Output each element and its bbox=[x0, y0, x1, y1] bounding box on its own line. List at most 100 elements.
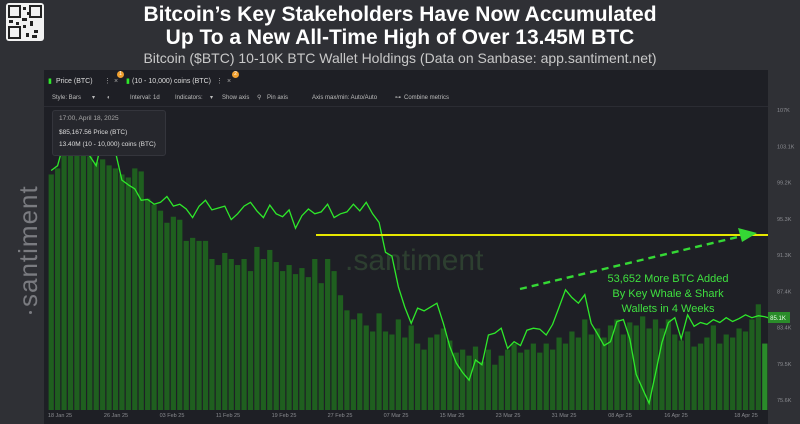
annotation-line-1: 53,652 More BTC Added bbox=[607, 273, 728, 285]
annotation-line-2: By Key Whale & Shark bbox=[612, 288, 724, 300]
holdings-bar bbox=[344, 310, 350, 410]
chart-toolbar: ▮ Price (BTC) 1 ⋮ × ▮ (10 - 10,000) coin… bbox=[44, 70, 768, 107]
x-tick-label: 16 Apr 25 bbox=[664, 413, 688, 419]
x-tick-label: 18 Jan 25 bbox=[48, 413, 72, 419]
holdings-bar bbox=[704, 337, 710, 410]
holdings-bar bbox=[421, 349, 427, 410]
holdings-bar bbox=[575, 337, 581, 410]
holdings-bar bbox=[717, 343, 723, 410]
holdings-bar bbox=[646, 328, 652, 410]
holdings-bar bbox=[614, 319, 620, 410]
holdings-bar bbox=[537, 352, 543, 410]
holdings-bar bbox=[485, 349, 491, 410]
holdings-bar bbox=[337, 295, 344, 410]
metric-color-swatch-1: ▮ bbox=[48, 78, 52, 85]
holdings-bar bbox=[228, 259, 234, 410]
holdings-bar bbox=[460, 349, 466, 410]
holdings-bar bbox=[125, 177, 131, 410]
watermark-text: .santiment bbox=[345, 244, 484, 277]
holdings-bar bbox=[145, 198, 151, 410]
indicators-selector[interactable]: Indicators: bbox=[175, 95, 203, 101]
trend-arrow-line bbox=[519, 234, 743, 291]
header: Bitcoin’s Key Stakeholders Have Now Accu… bbox=[0, 0, 800, 72]
title-line-1: Bitcoin’s Key Stakeholders Have Now Accu… bbox=[143, 3, 657, 26]
holdings-bar bbox=[710, 325, 716, 410]
style-selector[interactable]: Style: Bars bbox=[52, 95, 82, 101]
pin-axis-toggle[interactable]: Pin axis bbox=[267, 95, 289, 101]
color-palette-icon[interactable]: ◐ bbox=[107, 95, 111, 101]
holdings-bar bbox=[530, 343, 536, 410]
holdings-bar bbox=[222, 252, 228, 410]
holdings-bar bbox=[100, 159, 106, 410]
x-tick-label: 23 Mar 25 bbox=[496, 413, 521, 419]
holdings-bar bbox=[331, 271, 337, 410]
holdings-bar bbox=[569, 331, 575, 410]
holdings-bar bbox=[582, 319, 588, 410]
chevron-down-icon: ▾ bbox=[92, 95, 96, 101]
holdings-bar bbox=[61, 153, 67, 411]
holdings-bar bbox=[730, 337, 736, 410]
holdings-bar bbox=[87, 156, 93, 410]
combine-metrics-button[interactable]: Combine metrics bbox=[404, 95, 450, 101]
holdings-bar bbox=[164, 222, 170, 410]
holdings-bar bbox=[132, 168, 138, 410]
holdings-bar bbox=[466, 355, 472, 410]
holdings-bar bbox=[762, 343, 768, 410]
metric-chip-price[interactable]: Price (BTC) bbox=[56, 78, 93, 85]
close-icon-2[interactable]: × bbox=[227, 78, 232, 85]
metric-badge-1: 1 bbox=[117, 71, 124, 78]
holdings-bar bbox=[241, 259, 247, 410]
holdings-bar bbox=[202, 240, 209, 410]
holdings-bar bbox=[697, 343, 704, 410]
holdings-bar bbox=[376, 313, 382, 410]
y-tick-label: 91.3K bbox=[777, 253, 792, 259]
holdings-bar bbox=[48, 174, 54, 410]
holdings-bar bbox=[299, 268, 305, 410]
chevron-down-icon-2: ▾ bbox=[210, 95, 214, 101]
more-options-icon-1[interactable]: ⋮ bbox=[104, 78, 111, 85]
current-price-label: 85.1K bbox=[770, 316, 786, 322]
holdings-bar bbox=[55, 168, 61, 410]
x-tick-label: 31 Mar 25 bbox=[552, 413, 577, 419]
holdings-bar bbox=[138, 171, 144, 410]
holdings-bar bbox=[749, 319, 755, 410]
holdings-bar bbox=[736, 328, 742, 410]
annotation-line-3: Wallets in 4 Weeks bbox=[622, 303, 715, 315]
close-icon-1[interactable]: × bbox=[114, 78, 119, 85]
holdings-bar bbox=[280, 271, 286, 410]
pin-icon: ⚲ bbox=[257, 95, 262, 101]
holdings-bar bbox=[543, 343, 549, 410]
metric-chip-holdings[interactable]: (10 - 10,000) coins (BTC) bbox=[132, 78, 211, 85]
holdings-bar bbox=[472, 346, 479, 410]
show-axis-toggle[interactable]: Show axis bbox=[222, 95, 250, 101]
holdings-bar bbox=[74, 144, 80, 411]
holdings-bar bbox=[517, 352, 524, 410]
more-options-icon-2[interactable]: ⋮ bbox=[216, 78, 223, 85]
holdings-bar bbox=[382, 331, 389, 410]
holdings-bar bbox=[479, 361, 485, 410]
holdings-bar bbox=[415, 343, 421, 410]
y-tick-label: 99.2K bbox=[777, 181, 792, 187]
y-tick-label: 95.3K bbox=[777, 217, 792, 223]
y-tick-label: 107K bbox=[777, 108, 790, 114]
trend-arrow-head bbox=[738, 228, 757, 242]
holdings-bar bbox=[389, 334, 395, 410]
holdings-bar bbox=[312, 259, 318, 410]
interval-selector[interactable]: Interval: 1d bbox=[130, 95, 160, 101]
y-tick-label: 75.6K bbox=[777, 398, 792, 404]
holdings-bar bbox=[595, 328, 601, 410]
holdings-bar bbox=[601, 337, 607, 410]
x-axis-ticks: 18 Jan 25 26 Jan 25 03 Feb 25 11 Feb 25 19 F… bbox=[48, 413, 758, 419]
holdings-bar bbox=[93, 162, 99, 410]
holdings-bar bbox=[190, 237, 196, 410]
axis-max-min-selector[interactable]: Axis max/min: Auto/Auto bbox=[312, 95, 378, 101]
holdings-bar bbox=[395, 319, 401, 410]
holdings-bar bbox=[112, 168, 119, 410]
holdings-bar bbox=[627, 322, 633, 410]
holdings-bar bbox=[370, 331, 376, 410]
holdings-bar bbox=[453, 352, 459, 410]
qr-code-icon bbox=[6, 3, 44, 41]
holdings-bar bbox=[723, 334, 729, 410]
holdings-bar bbox=[691, 346, 697, 410]
